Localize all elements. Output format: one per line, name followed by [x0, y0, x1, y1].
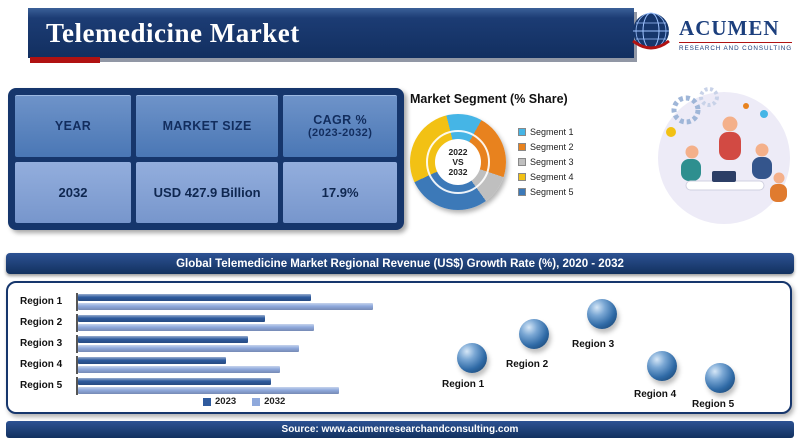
legend-swatch-icon	[252, 397, 261, 406]
teamwork-illustration	[646, 84, 796, 234]
bar-region-4-2032	[78, 365, 280, 373]
sphere-region-4	[647, 351, 677, 381]
table-header-cagr: CAGR % (2023-2032)	[283, 95, 397, 157]
bar-legend-item: 2032	[252, 396, 285, 407]
segment-legend-label: Segment 4	[530, 172, 574, 182]
bar-region-2-2023	[78, 314, 266, 322]
bar-chart-row: Region 3	[20, 333, 412, 354]
bubble-label: Region 2	[506, 359, 549, 370]
logo-brand: ACUMEN	[679, 15, 780, 40]
segment-legend: Segment 1 Segment 2 Segment 3 Segment 4 Segm…	[518, 127, 574, 197]
table-header-market-size: MARKET SIZE	[136, 95, 279, 157]
segment-legend-label: Segment 1	[530, 127, 574, 137]
segment-legend-item: Segment 5	[518, 187, 574, 197]
bar-legend-label: 2023	[215, 396, 237, 407]
acumen-logo: ACUMEN RESEARCH AND CONSULTING	[629, 10, 792, 59]
segment-legend-label: Segment 5	[530, 187, 574, 197]
legend-swatch-icon	[518, 143, 526, 151]
bar-chart-legend: 2023 2032	[203, 396, 285, 407]
segment-legend-item: Segment 4	[518, 172, 574, 182]
banner-red-accent	[30, 57, 100, 63]
donut-center-label: 2022 VS 2032	[435, 139, 481, 185]
segment-chart-title: Market Segment (% Share)	[410, 92, 568, 106]
segment-legend-label: Segment 3	[530, 157, 574, 167]
regional-bar-chart: Region 1 Region 2 Region 3 Region 4 Region 5	[20, 291, 412, 396]
segment-legend-item: Segment 3	[518, 157, 574, 167]
title-banner: Telemedicine Market	[28, 8, 634, 63]
legend-swatch-icon	[518, 128, 526, 136]
bar-chart-row: Region 2	[20, 312, 412, 333]
donut-chart: 2022 VS 2032	[410, 114, 506, 210]
bubble-label: Region 4	[634, 389, 677, 400]
table-value-cagr: 17.9%	[283, 161, 397, 223]
legend-swatch-icon	[518, 188, 526, 196]
sphere-region-5	[705, 363, 735, 393]
page-title: Telemedicine Market	[46, 18, 300, 48]
bubble-label: Region 5	[692, 399, 735, 410]
bar-region-2-2032	[78, 323, 314, 331]
legend-swatch-icon	[203, 397, 211, 406]
source-text: Source: www.acumenresearchandconsulting.…	[281, 424, 519, 435]
segment-chart-block: Market Segment (% Share) 2022 VS 2032 Se…	[410, 92, 652, 210]
bar-region-3-2023	[78, 335, 249, 343]
table-value-market-size: USD 427.9 Billion	[136, 161, 279, 223]
bar-category-label: Region 1	[20, 296, 63, 307]
cagr-line-1: CAGR %	[313, 113, 367, 128]
globe-icon	[629, 10, 673, 59]
cagr-line-2: (2023-2032)	[307, 127, 373, 140]
sphere-region-3	[587, 299, 617, 329]
center-year-2022: 2022	[448, 146, 468, 157]
bar-legend-label: 2032	[264, 396, 286, 407]
bar-legend-item: 2023	[203, 396, 236, 407]
bar-category-label: Region 5	[20, 380, 63, 391]
bar-region-5-2032	[78, 386, 339, 394]
bar-region-1-2023	[78, 293, 311, 301]
table-header-year: YEAR	[15, 95, 132, 157]
regional-panel: Region 1 Region 2 Region 3 Region 4 Region 5…	[6, 281, 792, 414]
sphere-region-1	[457, 343, 487, 373]
table-value-year: 2032	[15, 161, 132, 223]
center-year-2032: 2032	[448, 167, 468, 178]
bubble-label: Region 3	[572, 339, 615, 350]
segment-legend-label: Segment 2	[530, 142, 574, 152]
region-bubbles: Region 1 Region 2 Region 3 Region 4 Region 5	[8, 283, 790, 412]
bar-region-3-2032	[78, 344, 300, 352]
source-footer: Source: www.acumenresearchandconsulting.…	[6, 421, 794, 438]
section-title: Global Telemedicine Market Regional Reve…	[176, 257, 624, 270]
bar-category-label: Region 2	[20, 317, 63, 328]
bar-chart-row: Region 4	[20, 354, 412, 375]
bar-region-1-2032	[78, 302, 373, 310]
bubble-label: Region 1	[442, 379, 485, 390]
segment-legend-item: Segment 1	[518, 127, 574, 137]
bar-chart-row: Region 5	[20, 375, 412, 396]
logo-tagline: RESEARCH AND CONSULTING	[679, 41, 792, 52]
bar-region-4-2023	[78, 356, 226, 364]
legend-swatch-icon	[518, 158, 526, 166]
donut-wrap: 2022 VS 2032 Segment 1 Segment 2 Segment 3…	[410, 114, 652, 210]
bar-region-5-2023	[78, 377, 271, 385]
bar-category-label: Region 3	[20, 338, 63, 349]
bar-category-label: Region 4	[20, 359, 63, 370]
sphere-region-2	[519, 319, 549, 349]
segment-legend-item: Segment 2	[518, 142, 574, 152]
stats-table: YEAR MARKET SIZE CAGR % (2023-2032) 2032…	[8, 88, 404, 230]
center-vs: VS	[452, 156, 464, 167]
legend-swatch-icon	[518, 173, 526, 181]
logo-text: ACUMEN RESEARCH AND CONSULTING	[679, 15, 792, 52]
bar-chart-row: Region 1	[20, 291, 412, 312]
section-title-bar: Global Telemedicine Market Regional Reve…	[6, 253, 794, 274]
